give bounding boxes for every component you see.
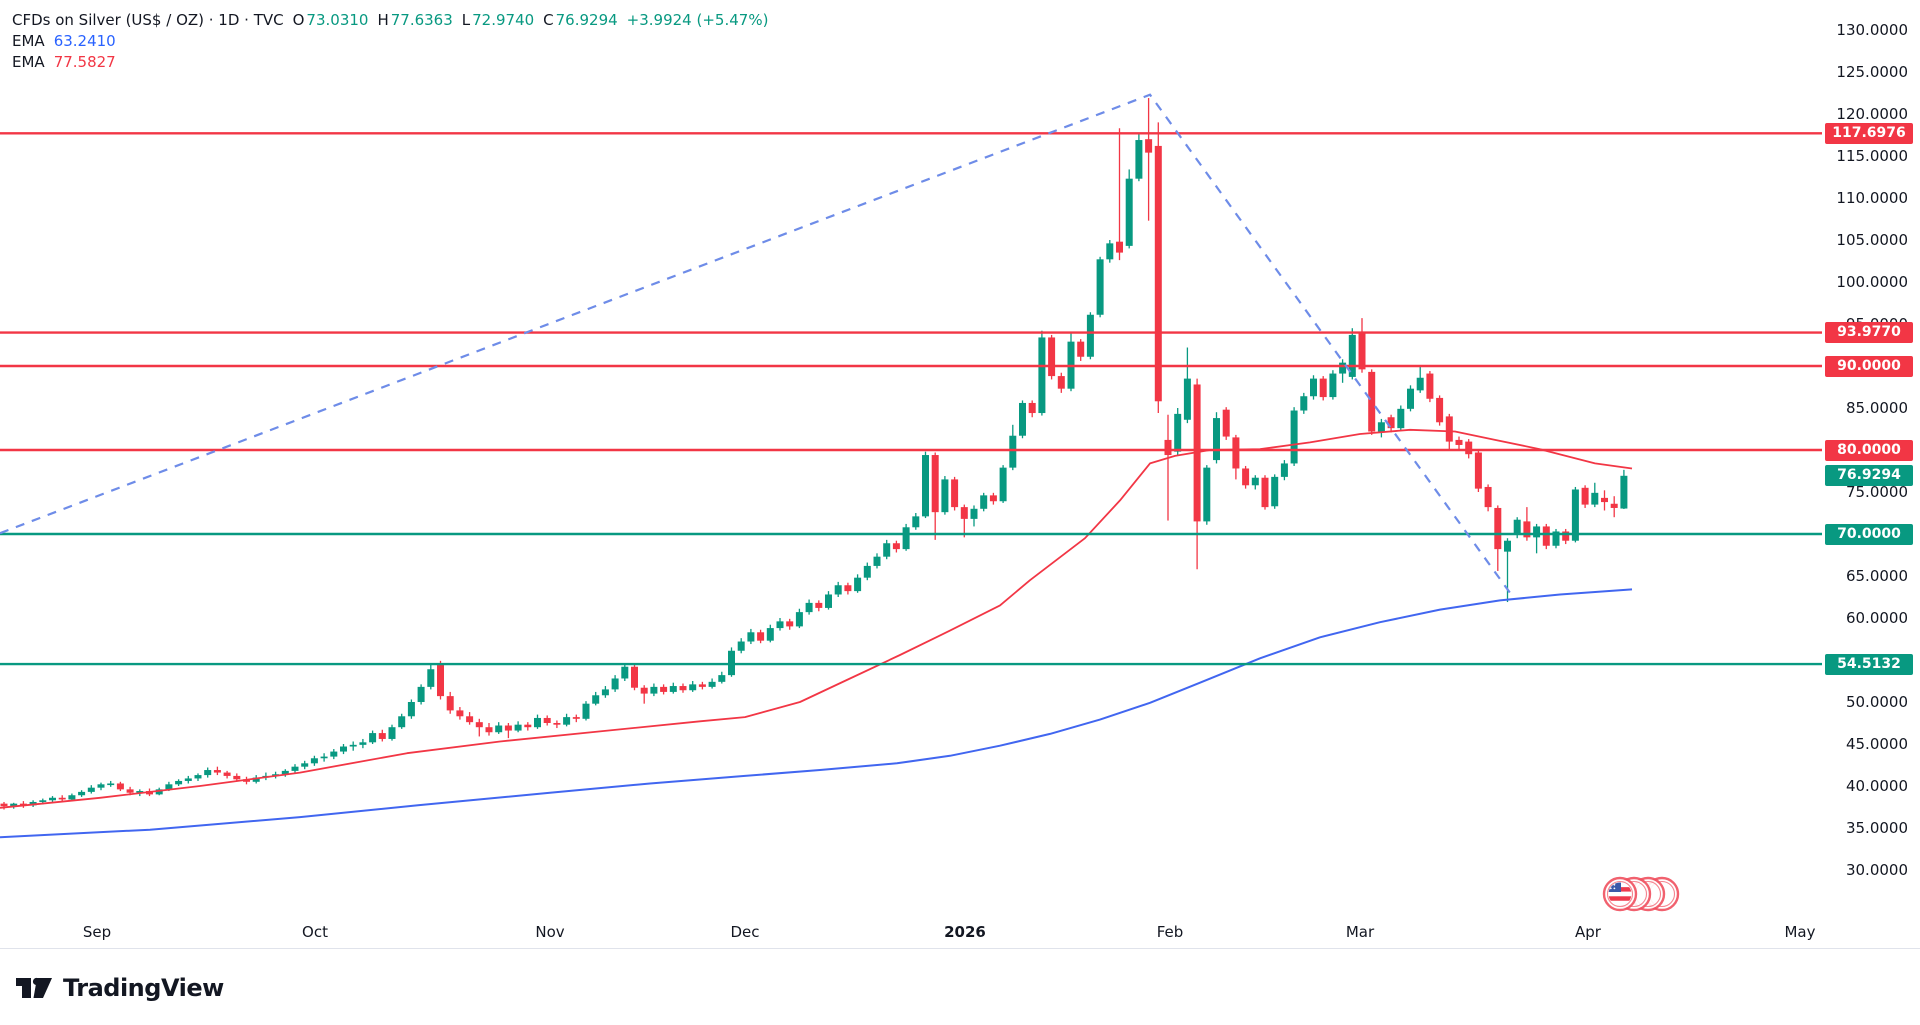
last-price-badge: 76.9294 <box>1825 465 1913 487</box>
time-tick-label: Feb <box>1156 923 1184 941</box>
open-value: O 73.0310 <box>292 11 369 29</box>
level-price-badge: 80.0000 <box>1825 439 1913 461</box>
ema-red-legend-row[interactable]: EMA 77.5827 <box>12 53 116 71</box>
close-value: C 76.9294 <box>543 11 618 29</box>
price-axis[interactable]: 130.0000 125.0000 120.0000 115.0000 110.0000… <box>1822 0 1920 948</box>
time-tick-label: Nov <box>535 923 565 941</box>
price-tick-label: 65.0000 <box>1845 567 1908 585</box>
price-tick-label: 50.0000 <box>1845 693 1908 711</box>
chart-plot-area[interactable] <box>0 0 1822 948</box>
time-tick-label: May <box>1784 923 1816 941</box>
ema-blue-value: 63.2410 <box>53 32 116 50</box>
price-tick-label: 110.0000 <box>1836 189 1908 207</box>
chart-legend: CFDs on Silver (US$ / OZ) · 1D · TVC O 73… <box>12 10 768 73</box>
ema-blue-legend-row[interactable]: EMA 63.2410 <box>12 32 116 50</box>
price-tick-label: 45.0000 <box>1845 735 1908 753</box>
change-value: +3.9924 (+5.47%) <box>626 11 769 29</box>
price-tick-label: 100.0000 <box>1836 273 1908 291</box>
time-tick-label: Dec <box>730 923 760 941</box>
tradingview-logo[interactable]: TradingView <box>14 974 224 1002</box>
tradingview-logo-text: TradingView <box>63 974 224 1002</box>
price-tick-label: 40.0000 <box>1845 777 1908 795</box>
price-tick-label: 105.0000 <box>1836 231 1908 249</box>
price-tick-label: 60.0000 <box>1845 609 1908 627</box>
level-price-badge: 117.6976 <box>1825 122 1913 144</box>
time-axis-divider <box>0 948 1920 949</box>
plot-svg <box>0 93 1822 912</box>
price-tick-label: 30.0000 <box>1845 861 1908 879</box>
level-price-badge: 93.9770 <box>1825 322 1913 344</box>
time-tick-label: 2026 <box>944 923 986 941</box>
time-axis[interactable]: Sep Oct Nov Dec 2026 Feb Mar Apr May <box>0 922 1822 948</box>
tradingview-logo-icon <box>16 977 52 998</box>
price-tick-label: 125.0000 <box>1836 63 1908 81</box>
price-tick-label: 85.0000 <box>1845 399 1908 417</box>
level-price-badge: 70.0000 <box>1825 523 1913 545</box>
low-value: L 72.9740 <box>461 11 535 29</box>
level-price-badge: 90.0000 <box>1825 355 1913 377</box>
price-tick-label: 35.0000 <box>1845 819 1908 837</box>
symbol-legend-row[interactable]: CFDs on Silver (US$ / OZ) · 1D · TVC O 73… <box>12 10 768 31</box>
price-tick-label: 75.0000 <box>1845 483 1908 501</box>
high-value: H 77.6363 <box>377 11 453 29</box>
time-tick-label: Mar <box>1345 923 1375 941</box>
time-tick-label: Apr <box>1575 923 1601 941</box>
price-tick-label: 115.0000 <box>1836 147 1908 165</box>
symbol-title: CFDs on Silver (US$ / OZ) · 1D · TVC <box>12 11 284 29</box>
time-tick-label: Sep <box>82 923 112 941</box>
price-tick-label: 130.0000 <box>1836 21 1908 39</box>
level-price-badge: 54.5132 <box>1825 653 1913 675</box>
time-tick-label: Oct <box>302 923 328 941</box>
price-tick-label: 120.0000 <box>1836 105 1908 123</box>
ema-red-value: 77.5827 <box>53 53 116 71</box>
